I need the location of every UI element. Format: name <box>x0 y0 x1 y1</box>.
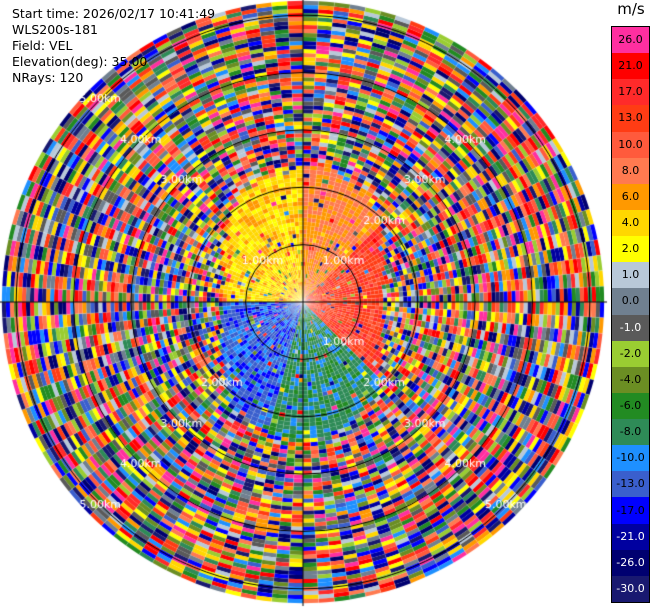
colorbar-swatch <box>612 262 649 289</box>
colorbar-swatch <box>612 497 649 525</box>
elevation-label: Elevation(deg): 35.00 <box>12 54 148 69</box>
colorbar-swatch <box>612 445 649 472</box>
colorbar-swatch <box>612 209 649 237</box>
colorbar-label: 1.0 <box>621 268 640 282</box>
colorbar-swatch <box>612 53 649 80</box>
colorbar-label: -1.0 <box>619 320 642 334</box>
colorbar-swatch <box>612 340 649 368</box>
colorbar-swatch <box>612 575 649 603</box>
plot-info-block: Start time: 2026/02/17 10:41:49 WLS200s-… <box>12 6 215 86</box>
colorbar-swatch <box>612 79 649 106</box>
colorbar-swatch <box>612 131 649 159</box>
colorbar-swatch <box>612 27 649 54</box>
colorbar-label: -8.0 <box>619 425 642 439</box>
colorbar-label: -21.0 <box>616 529 645 543</box>
nrays-label: NRays: 120 <box>12 70 84 85</box>
colorbar-swatch <box>612 471 649 498</box>
colorbar-swatch <box>612 523 649 551</box>
start-time-label: Start time: 2026/02/17 10:41:49 <box>12 6 216 21</box>
colorbar-label: -13.0 <box>616 477 645 491</box>
colorbar-label: 26.0 <box>618 33 643 47</box>
colorbar: 26.0 21.0 17.0 13.0 10.0 8.0 6.0 4.0 2.0 1.0 0.0 -1… <box>611 26 650 603</box>
colorbar-label: -30.0 <box>616 581 645 595</box>
colorbar-label: -4.0 <box>619 372 642 386</box>
colorbar-label: 2.0 <box>621 242 640 256</box>
colorbar-label: 8.0 <box>621 163 640 177</box>
colorbar-swatch <box>612 157 649 185</box>
colorbar-swatch <box>612 419 649 446</box>
colorbar-label: -26.0 <box>616 555 645 569</box>
field-label: Field: VEL <box>12 38 73 53</box>
instrument-label: WLS200s-181 <box>12 22 98 37</box>
colorbar-label: 21.0 <box>618 59 643 73</box>
colorbar-label: 6.0 <box>621 189 640 203</box>
colorbar-label: -6.0 <box>619 398 642 412</box>
colorbar-swatch <box>612 392 649 420</box>
colorbar-label: 10.0 <box>618 137 643 151</box>
colorbar-label: 4.0 <box>621 216 640 230</box>
colorbar-swatch <box>612 549 649 577</box>
colorbar-label: -17.0 <box>616 503 645 517</box>
colorbar-swatch <box>612 183 649 211</box>
colorbar-swatch <box>612 105 649 133</box>
colorbar-swatch <box>612 366 649 394</box>
colorbar-swatch <box>612 288 649 315</box>
colorbar-label: -2.0 <box>619 346 642 360</box>
colorbar-unit: m/s <box>617 0 645 18</box>
colorbar-label: 17.0 <box>618 85 643 99</box>
colorbar-label: 0.0 <box>621 294 640 308</box>
colorbar-label: -10.0 <box>616 451 645 465</box>
colorbar-label: 13.0 <box>618 111 643 125</box>
colorbar-swatch <box>612 236 649 263</box>
colorbar-swatch <box>612 314 649 342</box>
